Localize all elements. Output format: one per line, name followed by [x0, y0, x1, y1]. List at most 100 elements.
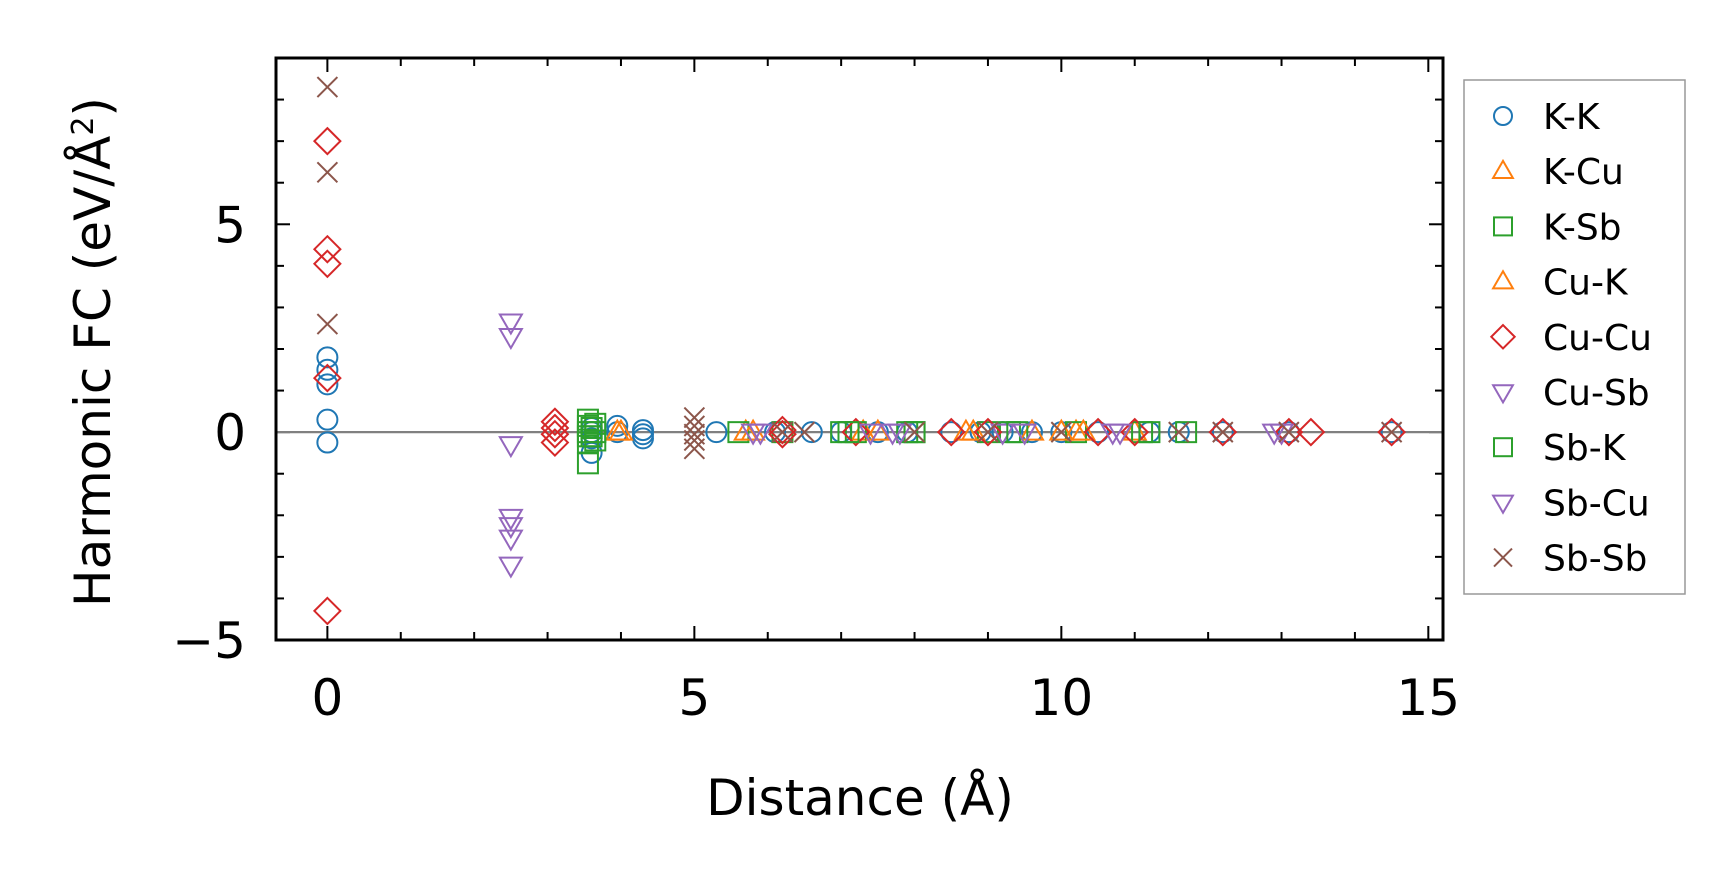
point-cu-sb	[498, 313, 524, 336]
point-sb-sb	[1278, 421, 1300, 443]
point-cu-sb	[498, 328, 524, 351]
point-k-sb	[1175, 421, 1198, 444]
point-cu-cu	[312, 363, 342, 393]
point-cu-cu	[1377, 417, 1407, 447]
point-cu-cu	[540, 407, 570, 437]
point-k-k	[800, 421, 823, 444]
legend-item-k-k: K-K	[1493, 97, 1601, 138]
y-axis-label-main: Harmonic FC (eV/Å	[64, 136, 122, 607]
point-sb-sb	[316, 161, 339, 184]
y-axis-label-superscript: 2	[66, 117, 101, 136]
point-cu-sb	[498, 508, 524, 531]
point-sb-sb	[683, 429, 706, 452]
point-cu-sb	[498, 529, 524, 552]
point-sb-k	[1138, 421, 1161, 444]
point-cu-cu	[312, 596, 342, 626]
point-cu-cu	[540, 428, 570, 457]
legend-item-k-cu: K-Cu	[1491, 152, 1624, 193]
point-sb-sb	[1212, 421, 1234, 443]
point-cu-cu	[540, 413, 570, 443]
legend-marker	[1489, 323, 1517, 350]
legend-label: K-K	[1543, 97, 1601, 138]
point-cu-cu	[1083, 417, 1113, 447]
plot-frame	[274, 56, 1445, 642]
point-k-sb	[576, 452, 599, 475]
point-sb-sb	[793, 421, 816, 443]
legend-label: Sb-Sb	[1543, 539, 1647, 580]
y-axis-label: Harmonic FC (eV/Å2)	[64, 97, 122, 607]
point-cu-cu	[768, 415, 797, 445]
legend-item-k-sb: K-Sb	[1493, 207, 1622, 248]
y-tick-label: 5	[214, 196, 246, 254]
point-sb-sb	[903, 421, 926, 443]
legend-item-sb-k: Sb-K	[1493, 428, 1627, 469]
x-tick-label: 5	[678, 669, 710, 727]
point-cu-k	[740, 418, 766, 441]
point-cu-cu	[1208, 417, 1238, 447]
legend-label: Sb-K	[1543, 428, 1627, 469]
point-cu-k	[1048, 418, 1075, 441]
y-tick-label: −5	[172, 612, 246, 670]
point-cu-cu	[540, 419, 570, 449]
point-sb-cu	[1011, 423, 1038, 446]
x-tick-labels: 0 5 10 15	[311, 669, 1460, 727]
legend-marker	[1491, 494, 1515, 515]
legend-label: K-Sb	[1543, 207, 1622, 248]
point-k-k	[631, 427, 654, 450]
legend: K-K K-Cu K-Sb Cu-K Cu-Cu Cu-Sb Sb-K Sb-Cu Sb-Sb	[1463, 79, 1686, 595]
point-cu-cu	[1296, 417, 1326, 447]
point-k-k	[606, 414, 629, 437]
point-cu-k	[1070, 418, 1097, 441]
point-sb-k	[837, 421, 860, 444]
x-tick-label: 0	[311, 669, 343, 727]
legend-label: Cu-Sb	[1543, 373, 1650, 414]
point-cu-k	[960, 418, 986, 441]
point-sb-sb	[683, 406, 706, 429]
point-cu-sb	[857, 423, 884, 446]
y-tick-labels: −5 0 5	[172, 196, 246, 670]
legend-item-cu-k: Cu-K	[1491, 263, 1629, 304]
point-sb-sb	[316, 76, 339, 98]
point-sb-sb	[771, 421, 794, 443]
point-k-k	[316, 346, 339, 369]
data-points	[312, 76, 1407, 626]
point-k-sb	[727, 421, 750, 444]
legend-item-sb-cu: Sb-Cu	[1491, 483, 1650, 524]
legend-items: K-K K-Cu K-Sb Cu-K Cu-Cu Cu-Sb Sb-K Sb-Cu Sb-Sb	[1489, 97, 1652, 580]
legend-marker	[1493, 216, 1513, 237]
point-k-sb	[584, 429, 607, 452]
point-sb-cu	[747, 423, 774, 446]
point-cu-sb	[498, 556, 524, 579]
legend-label: Cu-Cu	[1543, 318, 1652, 359]
x-tick-label: 10	[1030, 669, 1094, 727]
y-tick-label: 0	[214, 404, 246, 462]
legend-item-cu-sb: Cu-Sb	[1491, 373, 1650, 414]
series-cu-cu	[312, 126, 1407, 626]
point-cu-cu	[768, 419, 797, 449]
point-cu-cu	[312, 126, 342, 156]
series-sb-k	[580, 416, 1161, 448]
point-cu-k	[608, 418, 634, 441]
point-sb-cu	[1107, 423, 1133, 446]
point-cu-k	[865, 418, 891, 441]
legend-label: Sb-Cu	[1543, 483, 1650, 524]
point-cu-cu	[312, 249, 342, 279]
point-sb-sb	[316, 313, 339, 335]
point-cu-cu	[1274, 417, 1304, 447]
point-k-k	[316, 358, 339, 381]
y-axis-label-close: )	[64, 97, 122, 117]
point-sb-sb	[1050, 421, 1073, 443]
point-k-k	[316, 408, 339, 431]
point-sb-sb	[1168, 421, 1190, 443]
point-sb-k	[580, 425, 603, 448]
point-k-k	[1087, 421, 1110, 444]
point-cu-cu	[1120, 417, 1150, 447]
point-cu-cu	[841, 417, 871, 447]
point-cu-cu	[936, 417, 966, 447]
point-cu-sb	[498, 517, 524, 540]
x-tick-label: 15	[1397, 669, 1461, 727]
legend-marker	[1491, 269, 1515, 290]
point-k-k	[1380, 421, 1403, 444]
series-sb-sb	[316, 76, 1403, 460]
